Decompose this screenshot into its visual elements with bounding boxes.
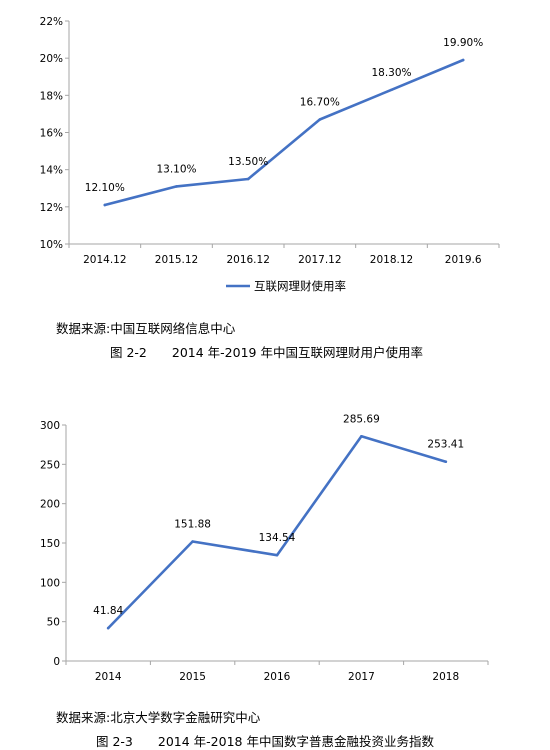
y-tick-label: 0 (53, 656, 60, 668)
data-label: 151.88 (174, 519, 211, 531)
figure-caption-2: 图 2-3 2014 年-2018 年中国数字普惠金融投资业务指数 (96, 734, 434, 749)
x-tick-label: 2015.12 (155, 254, 198, 266)
data-label: 285.69 (343, 413, 380, 425)
figure-caption-1: 图 2-2 2014 年-2019 年中国互联网理财用户使用率 (110, 345, 423, 360)
source-note-2: 数据来源:北京大学数字金融研究中心 (56, 710, 261, 725)
x-tick-label: 2019.6 (445, 254, 482, 266)
y-tick-label: 200 (40, 499, 60, 511)
data-point (461, 58, 465, 62)
data-point (390, 88, 393, 92)
data-label: 16.70% (300, 96, 340, 108)
source-note-1: 数据来源:中国互联网络信息中心 (56, 321, 236, 336)
y-tick-label: 250 (40, 459, 60, 471)
x-tick-label: 2014.12 (83, 254, 126, 266)
x-tick-label: 2018 (432, 671, 459, 683)
data-label: 18.30% (371, 67, 411, 79)
data-label: 134.54 (259, 532, 296, 544)
y-tick-label: 50 (47, 617, 60, 629)
y-tick-label: 18% (40, 90, 63, 102)
data-point (444, 460, 448, 463)
y-tick-label: 150 (40, 538, 60, 550)
data-label: 253.41 (427, 439, 464, 451)
data-point (103, 203, 107, 207)
data-label: 41.84 (93, 605, 123, 617)
x-tick-label: 2015 (179, 671, 206, 683)
data-point (275, 553, 279, 557)
data-point (246, 177, 250, 181)
x-tick-label: 2014 (95, 671, 122, 683)
y-tick-label: 300 (40, 420, 60, 432)
y-tick-label: 12% (40, 202, 63, 214)
series-line (103, 58, 465, 207)
y-tick-label: 10% (40, 239, 63, 251)
data-point (106, 626, 110, 630)
y-tick-label: 22% (40, 16, 63, 28)
investment-index-chart: 0 50 100 150 200 250 300 2014 2015 2016 2017 2018 41… (40, 413, 489, 683)
y-tick-label: 14% (40, 165, 63, 177)
x-tick-label: 2016.12 (226, 254, 269, 266)
data-label: 12.10% (85, 182, 125, 194)
x-tick-label: 2017.12 (298, 254, 341, 266)
data-label: 13.10% (156, 163, 196, 175)
data-point (318, 118, 322, 121)
data-point (175, 185, 178, 188)
data-point (191, 540, 194, 543)
y-tick-label: 16% (40, 128, 63, 140)
x-tick-label: 2016 (264, 671, 291, 683)
y-tick-label: 20% (40, 53, 63, 65)
data-label: 13.50% (228, 156, 268, 168)
usage-rate-chart: 10% 12% 14% 16% 18% 20% 22% 2014.12 2015.12 2016.… (40, 16, 500, 293)
x-tick-label: 2017 (348, 671, 375, 683)
x-tick-label: 2018.12 (370, 254, 413, 266)
data-label: 19.90% (443, 37, 483, 49)
y-tick-label: 100 (40, 577, 60, 589)
legend-label: 互联网理财使用率 (254, 279, 346, 293)
data-point (360, 434, 363, 438)
